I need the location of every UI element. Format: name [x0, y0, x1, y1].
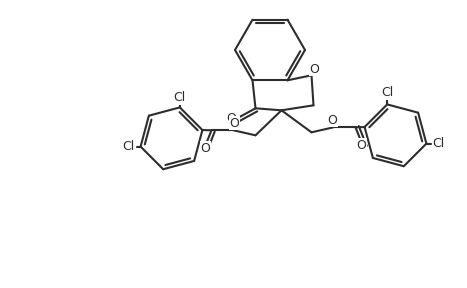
Text: O: O	[230, 117, 240, 130]
Text: O: O	[226, 112, 236, 125]
Text: O: O	[200, 142, 211, 155]
Text: O: O	[310, 63, 319, 76]
Text: Cl: Cl	[381, 86, 393, 99]
Text: Cl: Cl	[122, 140, 134, 153]
Text: Cl: Cl	[174, 91, 186, 104]
Text: Cl: Cl	[432, 137, 445, 150]
Text: O: O	[357, 139, 367, 152]
Text: O: O	[327, 114, 338, 127]
